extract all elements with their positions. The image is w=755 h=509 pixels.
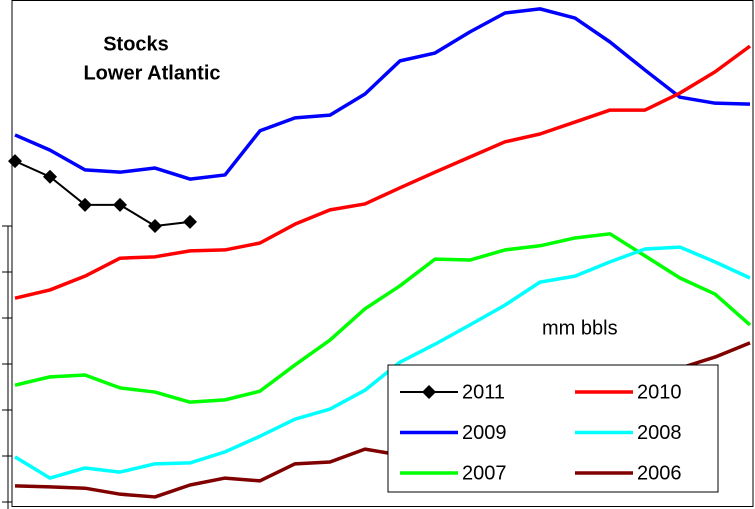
- legend-label: 2011: [462, 381, 505, 403]
- marker: [78, 197, 92, 212]
- series-line: [14, 245, 751, 480]
- marker: [8, 154, 22, 169]
- marker: [43, 169, 57, 184]
- legend-label: 2006: [637, 462, 682, 484]
- legend-marker: [422, 385, 436, 399]
- chart-subtitle: Lower Atlantic: [83, 62, 220, 84]
- legend-box: [387, 364, 719, 493]
- legend: 2011 2010 2009 2008 2007 2006: [387, 364, 719, 493]
- marker: [183, 214, 197, 229]
- marker: [113, 197, 127, 212]
- series-line: [14, 44, 752, 300]
- legend-label: 2008: [637, 422, 682, 444]
- chart-title: Stocks: [103, 33, 169, 55]
- series-line: [14, 7, 751, 181]
- marker: [148, 219, 162, 233]
- legend-label: 2010: [637, 381, 682, 403]
- legend-label: 2007: [462, 462, 507, 484]
- legend-label: 2009: [462, 422, 507, 444]
- series-line: [14, 232, 752, 404]
- unit-label: mm bbls: [542, 317, 618, 339]
